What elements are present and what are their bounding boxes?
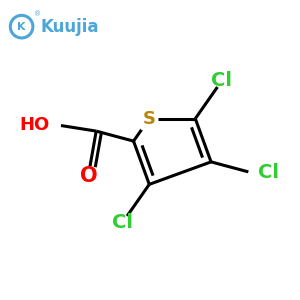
Text: HO: HO <box>19 116 49 134</box>
Text: Kuujia: Kuujia <box>40 18 99 36</box>
Text: O: O <box>80 167 97 187</box>
Text: Cl: Cl <box>112 213 134 232</box>
Text: ®: ® <box>34 11 41 17</box>
Text: S: S <box>143 110 156 128</box>
Text: Cl: Cl <box>211 71 232 90</box>
Text: Cl: Cl <box>258 163 279 182</box>
Text: K: K <box>17 22 26 32</box>
